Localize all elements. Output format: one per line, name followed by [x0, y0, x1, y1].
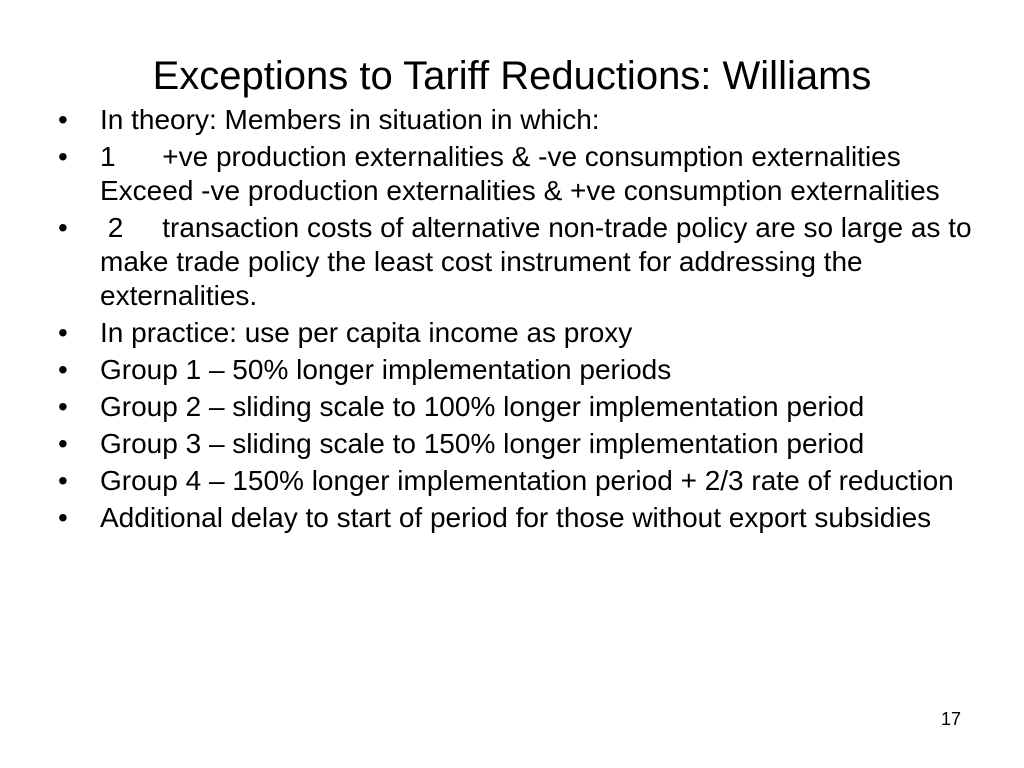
- bullet-item: • 1 +ve production externalities & -ve co…: [58, 140, 978, 208]
- bullet-text: Group 2 – sliding scale to 100% longer i…: [100, 391, 865, 422]
- bullet-dot: •: [58, 428, 68, 459]
- bullet-dot: •: [58, 465, 68, 496]
- bullet-dot: •: [58, 502, 68, 533]
- bullet-text: In practice: use per capita income as pr…: [100, 317, 633, 348]
- slide-title: Exceptions to Tariff Reductions: William…: [152, 54, 872, 98]
- bullet-item: • Group 3 – sliding scale to 150% longer …: [58, 427, 978, 461]
- bullet-text: Additional delay to start of period for …: [100, 502, 932, 533]
- bullet-text: Group 3 – sliding scale to 150% longer i…: [100, 428, 865, 459]
- bullet-item: • 2 transaction costs of alternative non…: [58, 211, 978, 313]
- bullet-text: In theory: Members in situation in which…: [100, 104, 600, 135]
- bullet-item: • In theory: Members in situation in whic…: [58, 103, 978, 137]
- bullet-item: • Additional delay to start of period for…: [58, 501, 978, 535]
- page-number: 17: [940, 709, 961, 729]
- bullet-dot: •: [58, 317, 68, 348]
- bullet-text: 1 +ve production externalities & -ve con…: [100, 141, 940, 206]
- bullet-text: 2 transaction costs of alternative non-t…: [100, 212, 980, 311]
- bullet-text: Group 1 – 50% longer implementation peri…: [100, 354, 672, 385]
- bullet-dot: •: [58, 141, 68, 172]
- bullet-list: • In theory: Members in situation in whic…: [58, 103, 978, 538]
- bullet-item: • Group 1 – 50% longer implementation per…: [58, 353, 978, 387]
- bullet-text: Group 4 – 150% longer implementation per…: [100, 465, 954, 496]
- bullet-dot: •: [58, 104, 68, 135]
- bullet-dot: •: [58, 212, 68, 243]
- bullet-dot: •: [58, 391, 68, 422]
- bullet-dot: •: [58, 354, 68, 385]
- bullet-item: • Group 4 – 150% longer implementation pe…: [58, 464, 978, 498]
- bullet-item: • Group 2 – sliding scale to 100% longer …: [58, 390, 978, 424]
- bullet-item: • In practice: use per capita income as p…: [58, 316, 978, 350]
